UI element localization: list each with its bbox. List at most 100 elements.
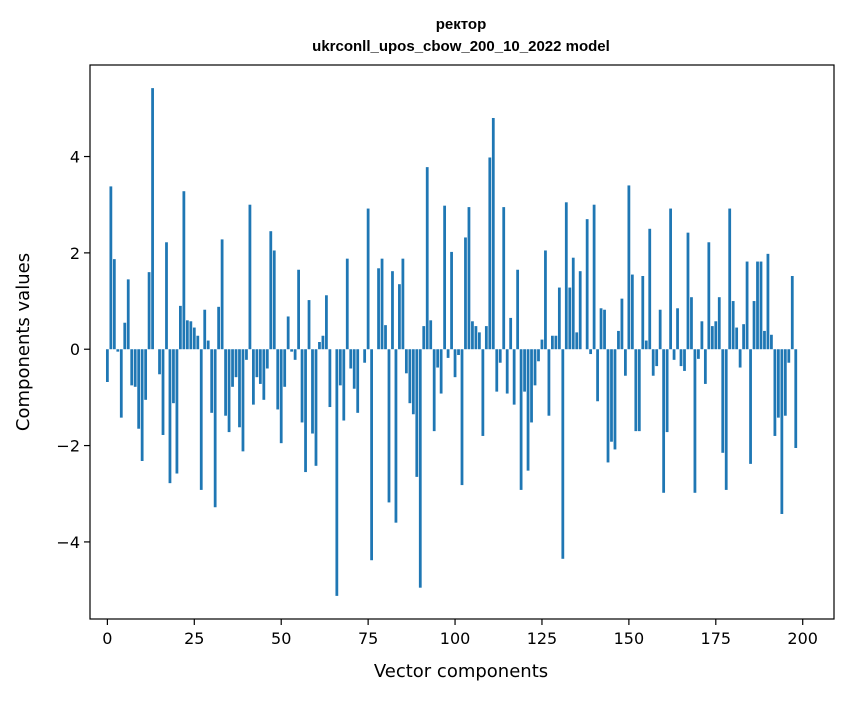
bar-49 [276,349,279,409]
bar-21 [179,306,182,349]
bar-69 [346,259,349,350]
bar-15 [158,349,161,374]
bar-32 [217,307,220,349]
bar-191 [770,335,773,349]
bar-36 [231,349,234,387]
bar-187 [756,262,759,350]
bar-47 [269,231,272,349]
bar-40 [245,349,248,360]
bar-198 [794,349,797,448]
bar-152 [634,349,637,431]
bar-70 [349,349,352,368]
bar-125 [541,340,544,350]
bar-75 [367,209,370,350]
bar-117 [513,349,516,404]
bar-113 [499,349,502,362]
bar-86 [405,349,408,373]
bar-48 [273,250,276,349]
bar-148 [621,299,624,350]
bar-56 [301,349,304,422]
bar-184 [746,262,749,350]
bar-71 [353,349,356,389]
bar-178 [725,349,728,490]
bar-38 [238,349,241,427]
bar-8 [134,349,137,387]
bar-92 [426,167,429,349]
bar-176 [718,297,721,349]
bar-50 [280,349,283,443]
bar-195 [784,349,787,415]
bar-76 [370,349,373,560]
bar-109 [485,326,488,349]
bar-42 [252,349,255,404]
bar-88 [412,349,415,414]
x-tick-label-75: 75 [358,629,378,648]
bar-115 [506,349,509,393]
bar-53 [290,349,293,351]
bar-19 [172,349,175,403]
bar-136 [579,271,582,349]
bar-158 [655,349,658,366]
bar-164 [676,308,679,349]
bar-127 [548,349,551,415]
bar-168 [690,297,693,349]
bar-170 [697,349,700,359]
bar-68 [342,349,345,420]
bar-11 [144,349,147,400]
bar-106 [475,326,478,349]
bar-159 [659,310,662,350]
bar-64 [329,349,332,407]
bar-174 [711,326,714,349]
bar-122 [530,349,533,422]
bar-83 [395,349,398,522]
bar-121 [527,349,530,470]
x-tick-label-175: 175 [701,629,732,648]
bar-0 [106,349,109,382]
bar-74 [363,349,366,362]
bar-9 [137,349,140,428]
bar-140 [593,205,596,350]
bar-114 [502,207,505,349]
bar-118 [516,270,519,349]
bar-43 [255,349,258,377]
bar-13 [151,88,154,349]
bar-186 [753,301,756,349]
bar-197 [791,276,794,349]
x-tick-label-150: 150 [614,629,645,648]
bar-128 [551,336,554,349]
x-tick-label-50: 50 [271,629,291,648]
bar-151 [631,275,634,350]
bar-10 [141,349,144,461]
bar-95 [436,349,439,367]
bar-103 [464,237,467,349]
bar-93 [429,320,432,349]
bar-142 [600,308,603,349]
bar-165 [680,349,683,366]
bar-160 [662,349,665,493]
bar-52 [287,316,290,349]
bar-119 [520,349,523,490]
bar-169 [694,349,697,493]
bar-124 [537,349,540,361]
bar-167 [687,233,690,350]
y-tick-label--4: −4 [56,533,80,552]
y-axis-label: Components values [13,253,34,431]
bar-30 [210,349,213,413]
bar-87 [408,349,411,403]
bar-35 [228,349,231,432]
bar-79 [381,259,384,350]
bar-72 [356,349,359,413]
bar-194 [780,349,783,514]
y-tick-label-0: 0 [70,340,80,359]
bar-180 [732,301,735,349]
bar-111 [492,118,495,349]
x-tick-label-0: 0 [102,629,112,648]
bar-33 [221,239,224,349]
bar-166 [683,349,686,371]
x-tick-label-200: 200 [787,629,818,648]
bar-58 [308,300,311,349]
y-tick-label-4: 4 [70,148,80,167]
bar-143 [603,310,606,350]
